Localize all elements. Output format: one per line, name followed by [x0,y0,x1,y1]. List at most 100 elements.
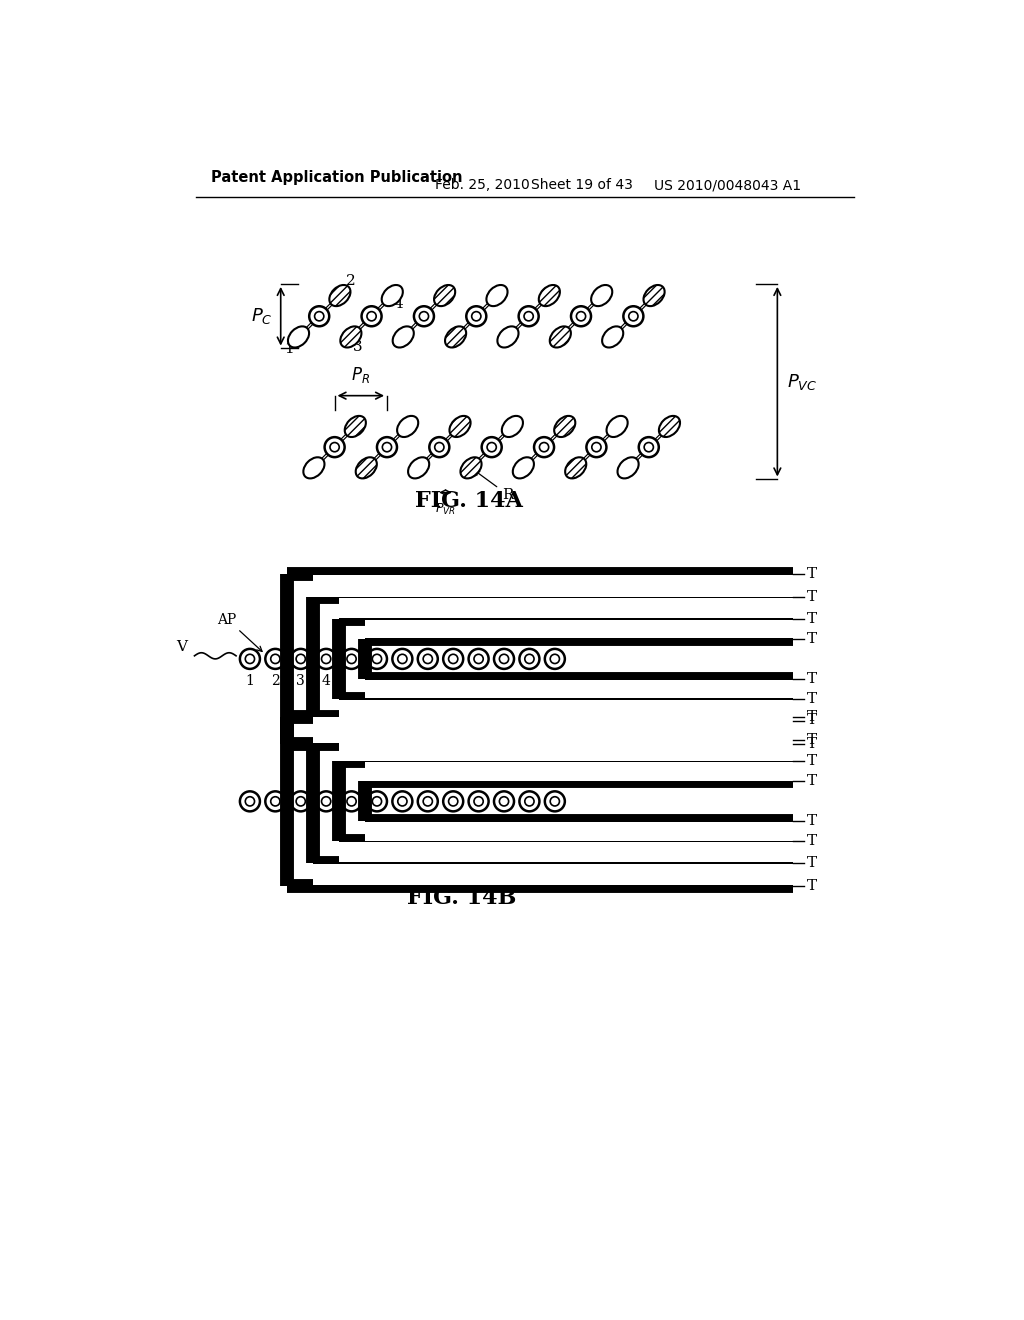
Bar [366,635,793,643]
Circle shape [577,312,586,321]
Circle shape [322,655,331,664]
Bar [339,758,793,766]
Bar [283,717,291,886]
Bar [370,779,793,784]
Ellipse shape [355,457,377,478]
Bar [366,675,793,682]
Circle shape [373,655,382,664]
Ellipse shape [340,326,361,347]
Bar [339,696,793,702]
Text: R: R [474,470,513,502]
Text: T: T [807,737,817,751]
Text: $P_C$: $P_C$ [251,306,273,326]
Text: 2: 2 [271,675,280,688]
Text: V: V [176,639,186,653]
Text: T: T [807,590,817,605]
Circle shape [524,312,534,321]
Bar [339,700,793,719]
Text: T: T [807,692,817,706]
Circle shape [443,649,463,669]
Circle shape [494,792,514,812]
Bar [339,838,793,845]
Bar [366,817,793,825]
Text: FIG. 14B: FIG. 14B [407,887,516,908]
Circle shape [397,797,407,807]
Bar [291,883,793,890]
Circle shape [494,649,514,669]
Ellipse shape [330,285,350,306]
Circle shape [342,649,361,669]
Ellipse shape [539,285,560,306]
Bar [343,838,793,845]
Text: T: T [807,672,817,686]
Bar [313,718,793,739]
Ellipse shape [550,326,571,347]
Circle shape [592,442,601,451]
Ellipse shape [397,416,418,437]
Bar [313,576,793,597]
Circle shape [525,655,535,664]
Ellipse shape [606,416,628,437]
Text: 3: 3 [352,341,362,354]
Text: 4: 4 [394,297,403,312]
Ellipse shape [565,457,587,478]
Text: T: T [807,612,817,626]
Bar [291,572,793,577]
Circle shape [361,306,382,326]
Circle shape [265,792,286,812]
Bar [309,597,316,721]
Bar [339,842,793,862]
Bar [316,594,793,601]
Text: Patent Application Publication: Patent Application Publication [211,170,463,185]
Ellipse shape [486,285,508,306]
Bar [366,619,793,638]
Circle shape [291,792,310,812]
Circle shape [550,655,559,664]
Text: T: T [807,754,817,768]
Bar [309,739,316,863]
Bar [370,636,793,642]
Text: Feb. 25, 2010: Feb. 25, 2010 [435,178,529,193]
Bar [313,863,793,886]
Circle shape [571,306,591,326]
Circle shape [644,442,653,451]
Circle shape [414,306,434,326]
Circle shape [469,792,488,812]
Circle shape [392,649,413,669]
Circle shape [469,649,488,669]
Circle shape [342,792,361,812]
Circle shape [629,312,638,321]
Circle shape [639,437,658,457]
Circle shape [518,306,539,326]
Text: T: T [807,568,817,581]
Ellipse shape [382,285,402,306]
Circle shape [545,649,565,669]
Circle shape [270,797,280,807]
Circle shape [330,442,339,451]
Circle shape [347,797,356,807]
Ellipse shape [434,285,456,306]
Circle shape [367,792,387,812]
Bar [287,739,793,747]
Text: 3: 3 [296,675,305,688]
Text: 4: 4 [322,675,331,688]
Circle shape [423,655,432,664]
Circle shape [367,312,376,321]
Text: T: T [807,855,817,870]
Bar [339,615,793,623]
Bar [283,574,291,743]
Circle shape [265,649,286,669]
Text: T: T [807,814,817,829]
Circle shape [418,792,438,812]
Bar [313,859,793,867]
Circle shape [500,797,509,807]
Circle shape [296,797,305,807]
Circle shape [540,442,549,451]
Circle shape [397,655,407,664]
Circle shape [240,792,260,812]
Circle shape [519,649,540,669]
Text: AP: AP [217,612,237,627]
Bar [361,639,370,678]
Text: $P_{VR}$: $P_{VR}$ [435,502,456,517]
Bar [313,737,793,743]
